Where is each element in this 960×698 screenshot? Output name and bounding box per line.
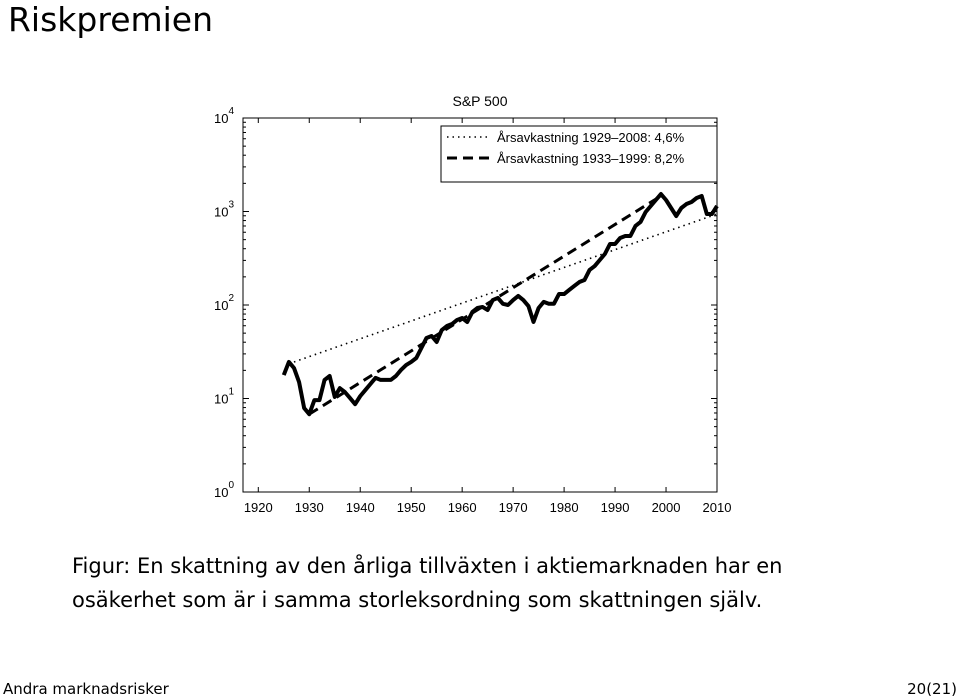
tick-base: 10 (214, 298, 228, 313)
tick-base: 10 (214, 205, 228, 220)
x-tick-label: 1980 (550, 500, 579, 515)
y-tick-label: 102 (214, 293, 234, 313)
x-tick-label: 1970 (499, 500, 528, 515)
y-tick-label: 101 (214, 387, 234, 407)
caption-line: osäkerhet som är i samma storleksordning… (72, 588, 762, 612)
tick-base: 10 (214, 485, 228, 500)
x-tick-label: 1940 (346, 500, 375, 515)
x-tick-label: 2010 (703, 500, 732, 515)
y-tick-label: 100 (214, 480, 234, 500)
y-tick-label: 103 (214, 200, 234, 220)
caption-line: Figur: En skattning av den årliga tillvä… (72, 553, 782, 578)
y-tick-label: 104 (214, 106, 234, 126)
axes: 1920 1930 1940 1950 1960 1970 1980 1990 2000 2010… (214, 106, 731, 515)
slide-title: Riskpremien (8, 0, 213, 39)
tick-exp: 4 (228, 106, 234, 117)
tick-base: 10 (214, 392, 228, 407)
footer-right: 20(21) (907, 680, 957, 698)
tick-base: 10 (214, 111, 228, 126)
legend-label: Årsavkastning 1929–2008: 4,6% (497, 130, 685, 145)
x-tick-label: 2000 (652, 500, 681, 515)
series-line (293, 213, 718, 363)
x-tick-label: 1930 (295, 500, 324, 515)
series-line (281, 192, 719, 417)
legend-label: Årsavkastning 1933–1999: 8,2% (497, 151, 685, 166)
x-tick-label: 1920 (244, 500, 273, 515)
legend-box (440, 125, 718, 183)
x-tick-label: 1950 (397, 500, 426, 515)
tick-exp: 1 (228, 387, 234, 398)
tick-exp: 0 (228, 480, 234, 491)
tick-exp: 3 (228, 200, 234, 211)
footer-left: Andra marknadsrisker (3, 680, 170, 698)
x-tick-label: 1990 (601, 500, 630, 515)
chart-title: S&P 500 (452, 93, 507, 109)
x-tick-label: 1960 (448, 500, 477, 515)
tick-exp: 2 (228, 293, 234, 304)
series-line (308, 194, 662, 416)
